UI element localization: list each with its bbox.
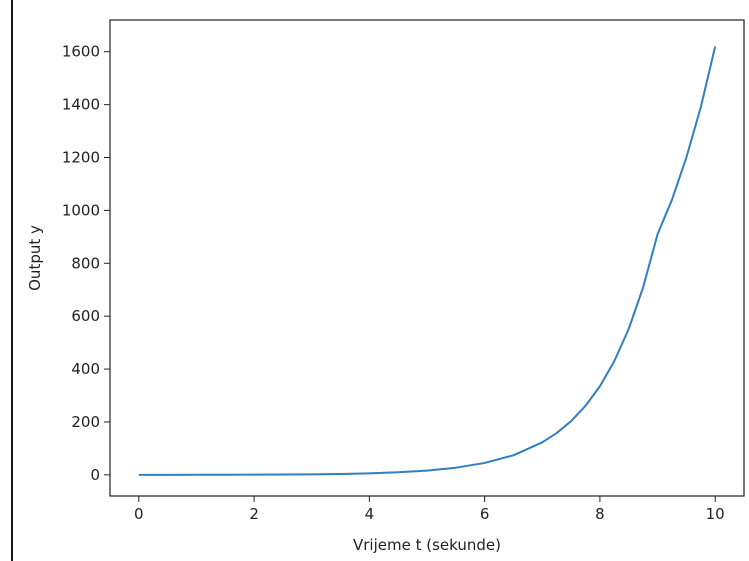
y-tick-label: 1200: [62, 149, 100, 167]
x-tick-label: 6: [480, 505, 490, 523]
plot-area-frame: [109, 19, 745, 497]
x-tick-label: 10: [706, 505, 725, 523]
y-tick-label: 200: [71, 413, 100, 431]
y-tick-label: 400: [71, 360, 100, 378]
y-tick-label: 1400: [62, 96, 100, 114]
y-tick-label: 0: [90, 466, 100, 484]
y-tick-label: 600: [71, 307, 100, 325]
x-axis-ticks: 0 2 4 6 8 10: [134, 496, 725, 523]
x-tick-label: 8: [595, 505, 605, 523]
series-line: [138, 46, 717, 476]
y-tick-label: 1600: [62, 43, 100, 61]
y-tick-label: 1000: [62, 201, 100, 219]
series-layer: [138, 46, 717, 476]
y-tick-label: 800: [71, 254, 100, 272]
y-axis-label: Output y: [26, 225, 44, 291]
y-axis-ticks: 0 200 400 600 800 1000 1200 1400 1600: [62, 43, 110, 484]
x-axis-label: Vrijeme t (sekunde): [353, 536, 501, 554]
left-border-line: [11, 0, 13, 561]
x-tick-label: 2: [249, 505, 259, 523]
x-tick-label: 0: [134, 505, 144, 523]
x-tick-label: 4: [365, 505, 375, 523]
